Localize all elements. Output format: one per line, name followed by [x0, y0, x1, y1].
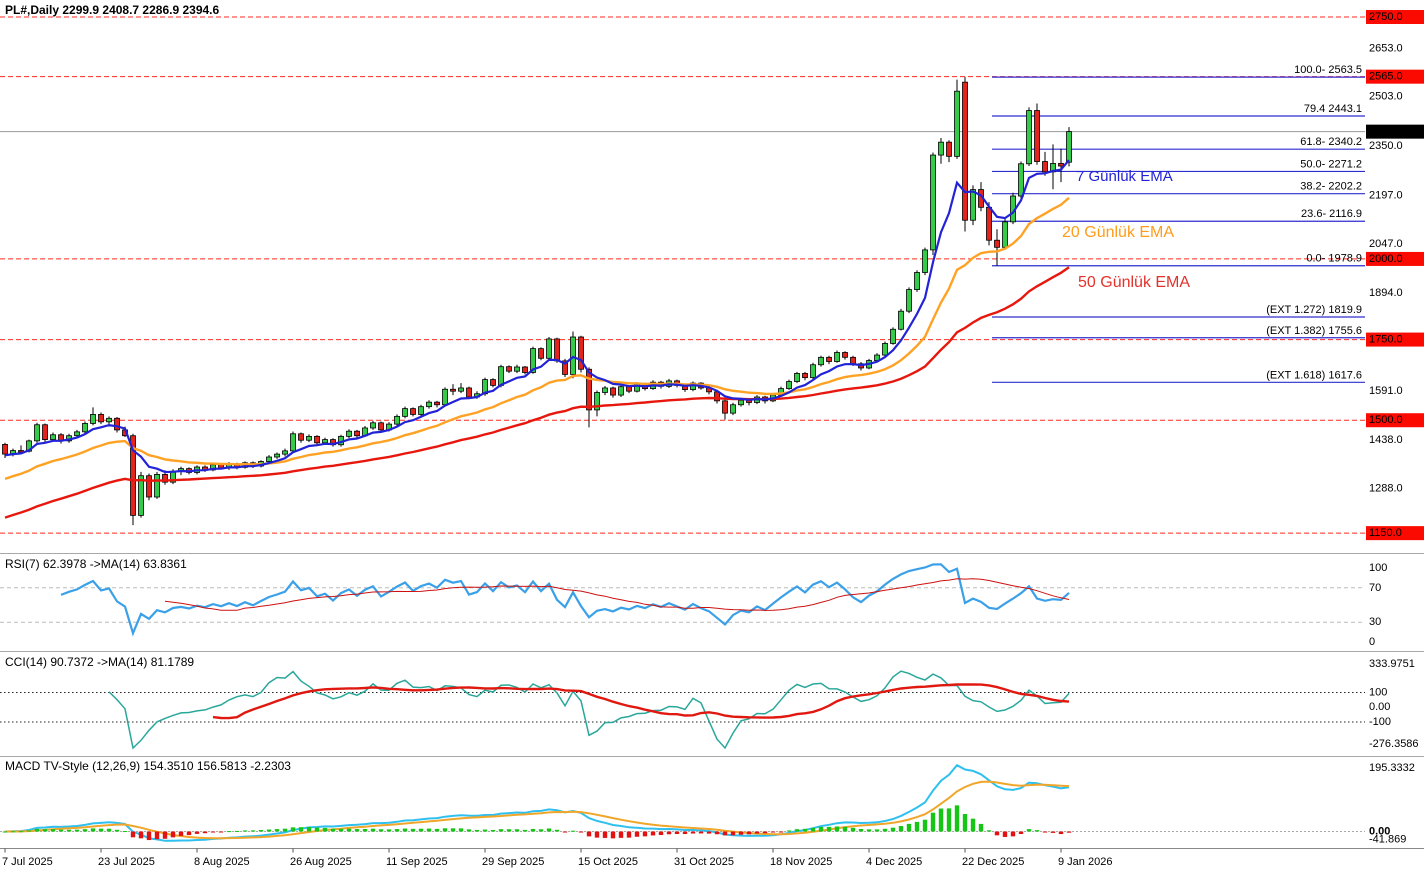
- svg-text:70: 70: [1369, 582, 1381, 594]
- svg-text:9 Jan 2026: 9 Jan 2026: [1058, 856, 1112, 868]
- macd-line: [4, 763, 1070, 842]
- svg-text:2197.0: 2197.0: [1369, 189, 1403, 201]
- symbol-title: PL#,Daily 2299.9 2408.7 2286.9 2394.6: [5, 3, 220, 17]
- svg-text:2000.0: 2000.0: [1369, 253, 1403, 265]
- svg-text:23 Jul 2025: 23 Jul 2025: [98, 856, 155, 868]
- svg-text:7 Jul 2025: 7 Jul 2025: [2, 856, 53, 868]
- macd-histogram: [2, 805, 1072, 841]
- svg-text:4 Dec 2025: 4 Dec 2025: [866, 856, 922, 868]
- price-axis-labels: 2653.0 2503.0 2350.0 2197.0 2047.0 1894.0 1591…: [1366, 10, 1424, 541]
- svg-text:38.2- 2202.2: 38.2- 2202.2: [1300, 181, 1362, 193]
- svg-text:-100: -100: [1369, 716, 1391, 728]
- svg-text:2653.0: 2653.0: [1369, 42, 1403, 54]
- macd-indicator-title: MACD TV-Style (12,26,9) 154.3510 156.581…: [5, 759, 291, 773]
- svg-text:100: 100: [1369, 562, 1387, 574]
- rsi-pane: 100 70 30 0: [0, 562, 1387, 648]
- svg-text:333.9751: 333.9751: [1369, 658, 1415, 670]
- macd-pane: 195.3332 0.00-41.869: [0, 762, 1415, 846]
- ema50: [4, 266, 1070, 519]
- ema20-label: 20 Günlük EMA: [1062, 224, 1175, 241]
- rsi-indicator-title: RSI(7) 62.3978 ->MA(14) 63.8361: [5, 557, 187, 571]
- svg-text:1438.0: 1438.0: [1369, 434, 1403, 446]
- svg-text:1591.0: 1591.0: [1369, 385, 1403, 397]
- ema50-line: [4, 266, 1070, 519]
- svg-text:0.00: 0.00: [1369, 701, 1390, 713]
- svg-text:1150.0: 1150.0: [1369, 527, 1402, 539]
- cci-line: [108, 670, 1070, 750]
- svg-text:100: 100: [1369, 687, 1387, 699]
- svg-text:29 Sep 2025: 29 Sep 2025: [482, 856, 544, 868]
- svg-text:1750.0: 1750.0: [1369, 334, 1403, 346]
- panel-separators: [0, 553, 1424, 849]
- svg-text:2047.0: 2047.0: [1369, 238, 1403, 250]
- svg-text:79.4 2443.1: 79.4 2443.1: [1304, 103, 1362, 115]
- time-axis: 7 Jul 2025 23 Jul 2025 8 Aug 2025 26 Aug 20…: [2, 848, 1112, 868]
- cci-pane: 333.9751 100 0.00 -100 -276.3586: [0, 658, 1419, 750]
- svg-text:50.0- 2271.2: 50.0- 2271.2: [1300, 158, 1362, 170]
- svg-text:1500.0: 1500.0: [1369, 414, 1403, 426]
- rsi-line: [60, 563, 1070, 637]
- svg-text:1288.0: 1288.0: [1369, 483, 1403, 495]
- svg-text:23.6- 2116.9: 23.6- 2116.9: [1301, 208, 1362, 220]
- svg-text:61.8- 2340.2: 61.8- 2340.2: [1300, 136, 1362, 148]
- rsi-ma-line: [164, 578, 1070, 611]
- svg-text:18 Nov 2025: 18 Nov 2025: [770, 856, 832, 868]
- svg-text:(EXT 1.272) 1819.9: (EXT 1.272) 1819.9: [1266, 304, 1362, 316]
- ema7-label: 7 Günlük EMA: [1076, 168, 1173, 185]
- svg-text:-276.3586: -276.3586: [1369, 738, 1419, 750]
- svg-text:30: 30: [1369, 616, 1381, 628]
- price-levels: [0, 16, 1365, 534]
- svg-text:2350.0: 2350.0: [1369, 140, 1403, 152]
- svg-text:0.0- 1978.9: 0.0- 1978.9: [1306, 253, 1362, 265]
- cci-indicator-title: CCI(14) 90.7372 ->MA(14) 81.1789: [5, 655, 195, 669]
- svg-text:0: 0: [1369, 636, 1375, 648]
- svg-text:(EXT 1.618) 1617.6: (EXT 1.618) 1617.6: [1266, 369, 1362, 381]
- svg-text:195.3332: 195.3332: [1369, 762, 1415, 774]
- svg-text:2503.0: 2503.0: [1369, 91, 1403, 103]
- ema20: [4, 196, 1070, 481]
- svg-text:(EXT 1.382) 1755.6: (EXT 1.382) 1755.6: [1266, 325, 1362, 337]
- ema7: [4, 159, 1070, 474]
- svg-text:-41.869: -41.869: [1369, 834, 1406, 846]
- macd-signal-line: [5, 780, 1070, 840]
- svg-text:0.00: 0.00: [1369, 826, 1390, 838]
- ema7-line: [4, 159, 1070, 474]
- svg-text:31 Oct 2025: 31 Oct 2025: [674, 856, 734, 868]
- svg-text:1894.0: 1894.0: [1369, 287, 1403, 299]
- svg-text:2750.0: 2750.0: [1369, 11, 1403, 23]
- svg-text:15 Oct 2025: 15 Oct 2025: [578, 856, 638, 868]
- svg-text:22 Dec 2025: 22 Dec 2025: [962, 856, 1024, 868]
- svg-text:2565.0: 2565.0: [1369, 71, 1403, 83]
- fib-labels: 100.0- 2563.5 79.4 2443.1 61.8- 2340.2 50.0…: [1266, 64, 1362, 381]
- svg-text:100.0- 2563.5: 100.0- 2563.5: [1294, 64, 1362, 76]
- svg-text:26 Aug 2025: 26 Aug 2025: [290, 856, 352, 868]
- cci-ma-line: [212, 683, 1070, 720]
- ema50-label: 50 Günlük EMA: [1078, 274, 1191, 291]
- svg-text:2394.6: 2394.6: [1369, 126, 1403, 138]
- ema20-line: [4, 196, 1070, 481]
- svg-text:8 Aug 2025: 8 Aug 2025: [194, 856, 250, 868]
- svg-text:11 Sep 2025: 11 Sep 2025: [386, 856, 448, 868]
